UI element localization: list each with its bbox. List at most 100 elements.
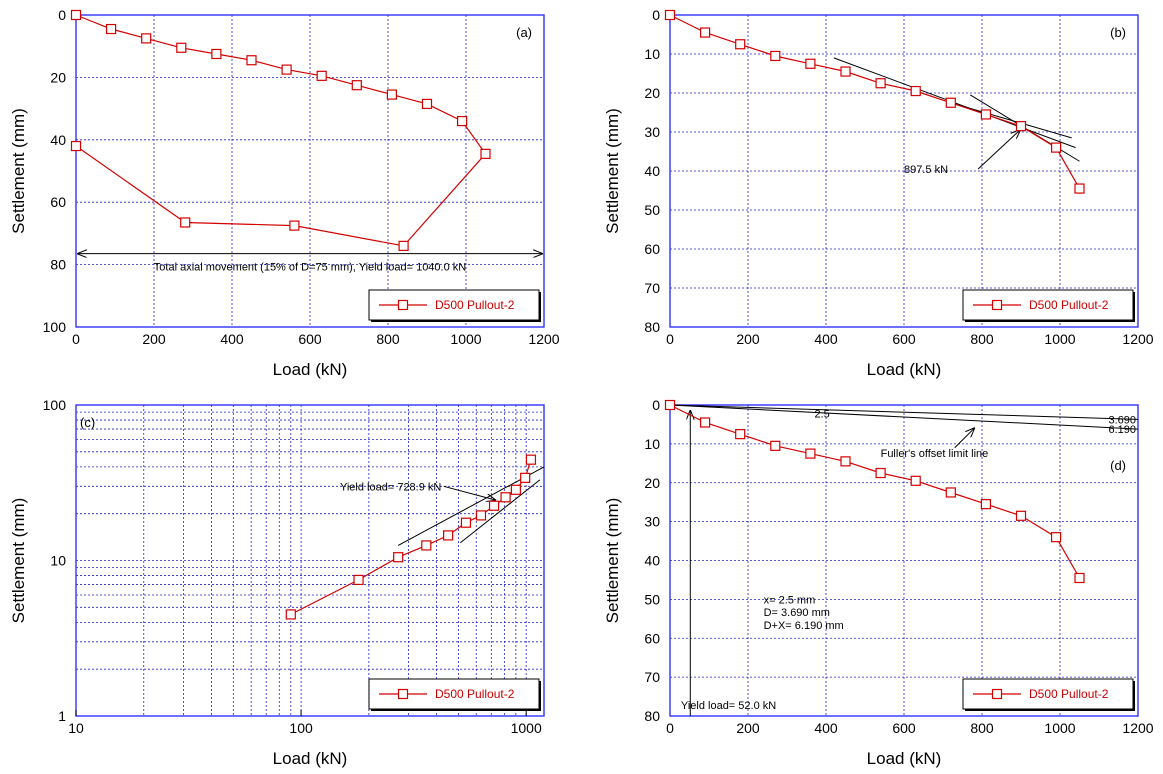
data-point	[1074, 572, 1085, 584]
data-point	[488, 500, 500, 511]
legend-swatch-marker	[397, 688, 409, 700]
y-tick-label: 10	[644, 46, 660, 62]
y-axis-title: Settlement (mm)	[603, 108, 622, 234]
x-tick-label: 600	[298, 331, 322, 347]
data-point	[1015, 121, 1027, 132]
data-point	[805, 58, 816, 69]
chart-panel-a: 0 200 400 600 800 1000 1200 0 20 40 60 80 100 Load (k…	[9, 7, 560, 379]
legend-swatch-marker	[991, 688, 1003, 700]
log-tangent-1	[397, 466, 545, 546]
x-tick-label: 400	[220, 331, 244, 347]
y-axis-title: Settlement (mm)	[603, 498, 622, 624]
annotation-text: Fuller's offset limit line	[881, 448, 989, 460]
data-point	[70, 9, 82, 21]
panel-label: (c)	[80, 415, 95, 430]
annotation-text: 6.190	[1108, 424, 1136, 436]
x-tick-label: 1200	[1122, 331, 1153, 347]
x-tick-label: 800	[970, 720, 994, 736]
data-point	[386, 89, 397, 100]
x-axis-title: Load (kN)	[273, 749, 348, 768]
data-point	[316, 70, 327, 81]
data-point	[105, 23, 117, 35]
annotations: Total axial movement (15% of D=75 mm), Y…	[78, 254, 542, 274]
data-point	[664, 399, 676, 411]
data-point	[735, 39, 746, 50]
y-tick-label: 60	[644, 241, 660, 257]
y-tick-label: 80	[644, 708, 660, 724]
panel-label: (d)	[1110, 458, 1126, 473]
data-point	[289, 220, 300, 231]
panel-label: (a)	[516, 25, 532, 40]
annotation-text: 2.5	[814, 409, 829, 421]
y-tick-label: 1	[58, 708, 66, 724]
y-tick-label: 10	[50, 553, 66, 569]
grid	[75, 405, 544, 717]
data-point	[460, 517, 472, 528]
x-tick-label: 1000	[511, 720, 542, 736]
y-tick-label: 40	[644, 163, 660, 179]
legend: D500 Pullout-2	[962, 289, 1135, 322]
data-point	[770, 440, 781, 451]
annotation-text: Yield load= 52.0 kN	[681, 700, 776, 712]
x-tick-label: 800	[376, 331, 400, 347]
series-line	[75, 14, 487, 247]
annotation-text: 3.690	[1108, 414, 1136, 426]
data-point	[1050, 142, 1062, 153]
annotation-text: Total axial movement (15% of D=75 mm), Y…	[154, 262, 466, 274]
plot-frame	[669, 14, 1139, 328]
fuller-line-d	[669, 404, 1139, 420]
data-point	[699, 417, 711, 428]
annotation-text: 897.5 kN	[904, 164, 948, 176]
y-tick-label: 0	[652, 397, 660, 413]
annotations: 897.5 kN	[833, 57, 1080, 176]
data-point	[520, 472, 531, 483]
grid	[75, 14, 545, 328]
legend-label: D500 Pullout-2	[435, 687, 515, 701]
chart-panel-b: 0 200 400 600 800 1000 1200 0 10 20 30 40 50 60 70 80 Lo…	[603, 7, 1154, 379]
y-tick-label: 60	[50, 194, 66, 210]
legend: D500 Pullout-2	[368, 289, 541, 322]
annotation-text: Yield load= 728.9 kN	[340, 481, 441, 493]
data-point	[875, 467, 886, 479]
y-tick-label: 40	[644, 553, 660, 569]
x-tick-label: 10	[68, 720, 84, 736]
data-point	[1074, 183, 1085, 194]
y-tick-label: 30	[644, 514, 660, 530]
x-tick-label: 1200	[1122, 720, 1153, 736]
data-point	[840, 456, 851, 467]
data-point	[980, 499, 992, 510]
series-line	[669, 14, 1081, 189]
x-tick-label: 800	[970, 331, 994, 347]
series-0	[285, 454, 537, 620]
annotation-text: D= 3.690 mm	[764, 607, 830, 619]
yield-arrow	[977, 130, 1020, 170]
data-point	[176, 42, 187, 53]
data-point	[770, 50, 781, 62]
y-tick-label: 0	[652, 7, 660, 23]
x-axis-title: Load (kN)	[867, 749, 942, 768]
x-tick-label: 1200	[528, 331, 559, 347]
y-tick-label: 20	[50, 69, 66, 85]
plot-frame	[669, 404, 1139, 717]
legend: D500 Pullout-2	[368, 678, 541, 711]
legend-label: D500 Pullout-2	[1029, 298, 1109, 312]
x-axis-title: Load (kN)	[867, 360, 942, 379]
series-0	[70, 9, 491, 251]
x-tick-label: 0	[72, 331, 80, 347]
data-point	[875, 78, 886, 89]
y-tick-label: 70	[644, 669, 660, 685]
data-point	[351, 80, 362, 91]
data-point	[70, 140, 82, 152]
series-0	[664, 9, 1085, 194]
y-tick-label: 10	[644, 436, 660, 452]
data-point	[510, 484, 521, 495]
y-tick-label: 0	[58, 7, 66, 23]
y-axis-title: Settlement (mm)	[9, 108, 28, 234]
x-axis-title: Load (kN)	[273, 360, 348, 379]
series-line	[669, 404, 1081, 579]
y-tick-label: 50	[644, 202, 660, 218]
data-point	[246, 55, 257, 66]
y-tick-label: 60	[644, 630, 660, 646]
